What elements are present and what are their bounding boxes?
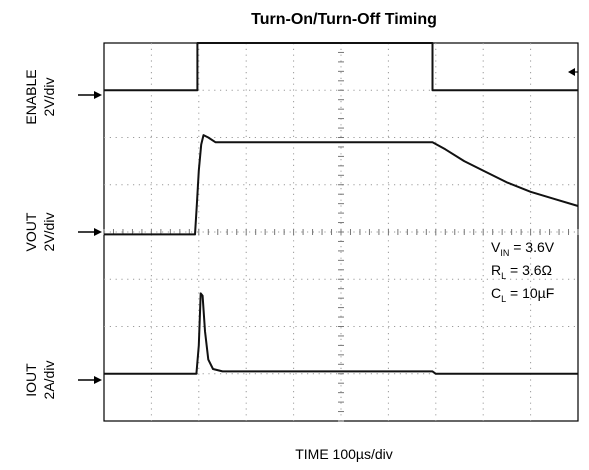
traces <box>104 42 579 375</box>
trace-iout <box>104 292 578 375</box>
enable-scale: 2V/div <box>41 78 57 117</box>
iout-scale: 2A/div <box>41 361 57 400</box>
trigger-level-marker-icon <box>568 68 578 76</box>
vout-ground-arrow-icon <box>78 228 102 236</box>
enable-label: ENABLE <box>23 69 39 124</box>
annotation-cl: CL = 10µF <box>491 285 554 304</box>
chart-title: Turn-On/Turn-Off Timing <box>251 11 437 28</box>
trace-vout <box>104 134 579 236</box>
x-axis-label: TIME 100µs/div <box>295 446 393 462</box>
annotation-rl: RL = 3.6Ω <box>491 262 552 281</box>
trace-enable <box>104 42 578 92</box>
grid <box>103 42 579 422</box>
vout-label: VOUT <box>23 212 39 251</box>
iout-ground-arrow-icon <box>78 376 102 384</box>
vout-scale: 2V/div <box>41 213 57 252</box>
enable-ground-arrow-icon <box>78 91 102 99</box>
annotation-vin: VIN = 3.6V <box>491 239 555 258</box>
iout-label: IOUT <box>23 363 39 397</box>
